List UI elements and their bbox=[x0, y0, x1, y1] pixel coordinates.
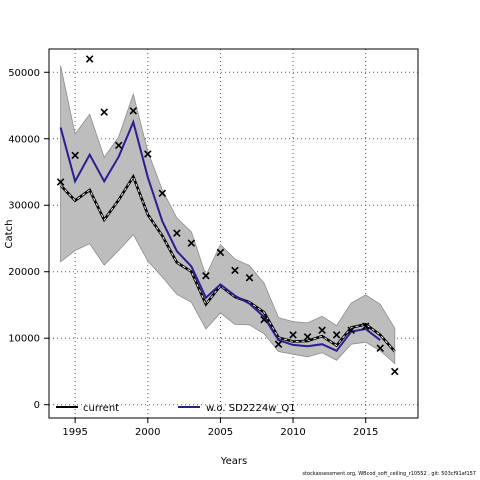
observed-point bbox=[347, 326, 355, 335]
x-tick-label: 2000 bbox=[135, 427, 160, 438]
plot-frame bbox=[48, 48, 419, 419]
observed-point bbox=[332, 331, 341, 339]
x-tick-label: 1995 bbox=[62, 427, 87, 438]
observed-point bbox=[173, 229, 181, 237]
observed-point bbox=[318, 326, 326, 335]
y-tick-label: 50000 bbox=[8, 68, 40, 79]
y-tick-label: 20000 bbox=[8, 267, 40, 278]
x-tick-label: 2005 bbox=[208, 427, 233, 438]
observed-point bbox=[114, 141, 123, 150]
observed-point bbox=[56, 178, 65, 186]
x-axis-title: Years bbox=[220, 456, 247, 467]
y-axis-title: Catch bbox=[4, 220, 15, 249]
observed-point bbox=[71, 151, 79, 160]
observed-point bbox=[303, 333, 312, 341]
y-axis-ticks: 0 10000 20000 30000 40000 50000 bbox=[8, 68, 49, 411]
series-line-wo-sd2224w-q1 bbox=[59, 119, 381, 353]
y-tick-label: 40000 bbox=[8, 134, 40, 145]
observed-point bbox=[187, 239, 196, 247]
observed-point bbox=[245, 273, 254, 282]
observed-point bbox=[260, 315, 268, 324]
footer-credit: stockassessment.org, WBcod_soft_ceiling_… bbox=[302, 471, 476, 477]
observed-point bbox=[289, 331, 297, 339]
observed-point bbox=[376, 344, 384, 352]
x-axis-ticks: 1995 2000 2005 2010 2015 bbox=[62, 418, 378, 438]
y-tick-label: 0 bbox=[34, 400, 40, 411]
observed-point bbox=[158, 189, 167, 198]
observed-point bbox=[202, 271, 210, 280]
observed-point bbox=[85, 55, 94, 63]
y-tick-label: 30000 bbox=[8, 201, 40, 212]
observed-point bbox=[144, 150, 152, 158]
legend: current w.o. SD2224w_Q1 bbox=[56, 403, 296, 414]
legend-current-label: current bbox=[83, 403, 119, 414]
observed-point bbox=[361, 322, 370, 331]
observed-point bbox=[390, 367, 399, 376]
legend-wo-label: w.o. SD2224w_Q1 bbox=[206, 403, 296, 414]
series-lines bbox=[59, 119, 396, 353]
y-tick-label: 10000 bbox=[8, 334, 40, 345]
series-line-current-dash bbox=[60, 175, 396, 352]
observed-point bbox=[100, 108, 108, 116]
observed-point bbox=[216, 248, 225, 257]
x-tick-label: 2015 bbox=[353, 427, 378, 438]
observed-point bbox=[231, 266, 239, 275]
confidence-band-area bbox=[60, 65, 396, 365]
observed-point bbox=[274, 340, 283, 348]
confidence-band bbox=[60, 65, 396, 365]
x-tick-label: 2010 bbox=[280, 427, 305, 438]
observed-point bbox=[129, 107, 138, 115]
observed-markers bbox=[56, 55, 399, 376]
